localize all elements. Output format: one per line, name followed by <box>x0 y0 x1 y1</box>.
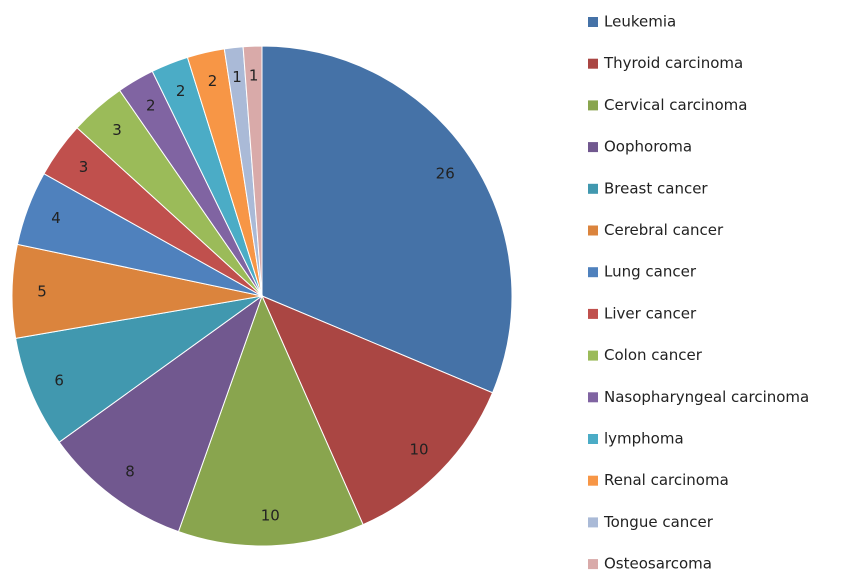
data-label: 6 <box>54 372 64 390</box>
legend-label: Colon cancer <box>604 346 703 364</box>
data-label: 5 <box>37 282 47 300</box>
legend-label: Tongue cancer <box>603 513 714 531</box>
legend-label: Lung cancer <box>604 263 697 281</box>
pie-slice <box>242 45 263 297</box>
legend-swatch <box>588 308 598 319</box>
legend-label: Osteosarcoma <box>604 555 712 570</box>
pie-slice <box>58 294 264 533</box>
data-label: 4 <box>51 209 61 227</box>
legend-swatch <box>588 58 598 69</box>
legend-label: lymphoma <box>604 430 684 448</box>
legend-label: Thyroid carcinoma <box>603 54 743 72</box>
data-label: 2 <box>146 97 156 115</box>
legend-swatch <box>588 434 598 444</box>
legend-swatch <box>588 559 598 570</box>
legend-label: Cerebral cancer <box>604 221 724 239</box>
legend-label: Liver cancer <box>604 304 697 322</box>
legend-swatch <box>588 475 598 486</box>
legend-swatch <box>588 100 598 111</box>
pie-slice <box>261 45 513 394</box>
pie-slice <box>177 294 364 547</box>
data-label: 10 <box>261 506 280 524</box>
legend-label: Breast cancer <box>604 179 708 197</box>
data-label: 2 <box>208 72 218 90</box>
data-label: 10 <box>409 441 428 459</box>
data-label: 1 <box>232 68 242 86</box>
data-label: 1 <box>249 67 259 85</box>
legend-label: Nasopharyngeal carcinoma <box>604 388 809 406</box>
legend-swatch <box>588 225 598 236</box>
legend-label: Oophoroma <box>604 138 692 156</box>
legend-swatch <box>588 17 598 27</box>
legend-swatch <box>588 142 598 153</box>
legend-label: Leukemia <box>604 13 676 31</box>
data-label: 3 <box>79 158 89 176</box>
legend-swatch <box>588 517 598 528</box>
legend-swatch <box>588 267 598 278</box>
data-label: 8 <box>125 463 135 481</box>
pie-slice <box>261 295 494 526</box>
data-label: 2 <box>176 82 186 100</box>
data-label: 26 <box>436 165 455 183</box>
legend-label: Cervical carcinoma <box>604 96 747 114</box>
pie-slice <box>15 295 263 443</box>
data-label: 3 <box>112 121 122 139</box>
legend-label: Renal carcinoma <box>604 471 729 489</box>
legend-swatch <box>588 392 598 403</box>
legend-swatch <box>588 183 598 194</box>
legend-swatch <box>588 350 598 361</box>
